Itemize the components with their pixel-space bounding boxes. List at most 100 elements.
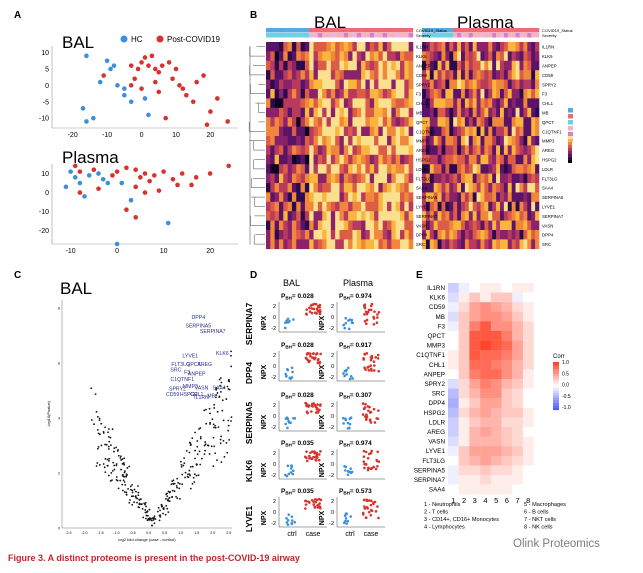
volcano-point	[111, 479, 113, 481]
volcano-protein-label: CHL1	[190, 392, 203, 398]
severity-track-cell	[369, 33, 375, 38]
corr-row-label: C1QTNF1	[416, 352, 445, 359]
post-covid-point	[215, 96, 220, 101]
ctrl-point	[344, 519, 347, 523]
heatmap-legend-swatches	[568, 108, 573, 163]
heatmap-cell	[335, 239, 340, 250]
heatmap-cell	[348, 154, 353, 165]
heatmap-cell	[300, 136, 306, 146]
post-covid-point	[189, 182, 194, 188]
heatmap-cell	[291, 230, 297, 240]
heatmap-cell	[322, 98, 327, 109]
heatmap-cell	[283, 126, 288, 137]
p-subscript: BH	[285, 395, 292, 400]
heatmap-cell	[500, 70, 505, 80]
status-track-cell	[330, 28, 336, 33]
heatmap-cell	[523, 145, 528, 156]
heatmap-cell	[492, 107, 497, 118]
corr-cell	[490, 321, 502, 332]
severity-track-cell	[391, 33, 396, 38]
heatmap-cell	[437, 126, 442, 137]
volcano-point	[209, 423, 211, 425]
heatmap-cell	[408, 239, 414, 250]
case-point	[318, 404, 322, 407]
heatmap-cell	[330, 173, 336, 184]
corr-col-label: 4	[483, 496, 487, 505]
bal-row-label: DPP4	[416, 233, 428, 238]
heatmap-cell	[422, 60, 427, 71]
heatmap-cell	[437, 154, 442, 165]
heatmap-cell	[391, 126, 397, 137]
heatmap-cell	[433, 51, 438, 62]
heatmap-cell	[348, 89, 353, 99]
heatmap-cell	[492, 42, 497, 52]
heatmap-cell	[515, 51, 520, 62]
corr-legend-step	[553, 402, 559, 406]
volcano-point	[191, 437, 194, 440]
case-point	[312, 500, 315, 503]
heatmap-cell	[339, 79, 345, 90]
heatmap-cell	[296, 201, 301, 212]
status-track-cell	[503, 28, 508, 33]
heatmap-cell	[445, 126, 450, 137]
heatmap-cell	[330, 154, 336, 165]
heatmap-cell	[515, 42, 520, 52]
volcano-y-tick: 4	[58, 417, 60, 421]
case-point	[305, 499, 308, 503]
heatmap-cell	[356, 239, 362, 250]
heatmap-cell	[369, 60, 375, 71]
corr-cell	[522, 417, 534, 428]
case-point	[369, 513, 373, 517]
corr-cell	[458, 455, 470, 466]
heatmap-cell	[382, 173, 388, 184]
heatmap-cell	[326, 117, 332, 127]
ctrl-point	[290, 464, 294, 468]
heatmap-cell	[433, 98, 438, 109]
status-track-cell	[313, 28, 319, 33]
volcano-point	[216, 392, 219, 394]
bal-row-label: KLK6	[416, 54, 427, 59]
heatmap-cell	[378, 145, 384, 156]
heatmap-cell	[484, 201, 489, 212]
volcano-point	[97, 432, 100, 435]
protein-row-label: LYVE1	[244, 506, 254, 532]
heatmap-cell	[484, 79, 489, 90]
volcano-point	[209, 412, 211, 415]
volcano-protein-label: KLK6	[216, 351, 229, 357]
heatmap-cell	[283, 70, 288, 80]
heatmap-cell	[356, 51, 362, 62]
volcano-point	[143, 502, 146, 505]
corr-legend-tick: -0.5	[562, 394, 571, 400]
heatmap-cell	[304, 126, 310, 137]
heatmap-cell	[274, 51, 280, 62]
legend-hc-label: HC	[131, 35, 143, 44]
heatmap-cell	[429, 220, 434, 231]
heatmap-cell	[476, 107, 481, 118]
severity-track-cell	[330, 33, 336, 38]
volcano-protein-label: SAA4	[213, 385, 226, 391]
volcano-point	[230, 420, 232, 422]
heatmap-cell	[461, 60, 466, 71]
heatmap-cell	[492, 126, 497, 137]
heatmap-cell	[408, 98, 414, 109]
heatmap-cell	[523, 164, 528, 174]
heatmap-cell	[445, 239, 450, 250]
volcano-point	[123, 457, 126, 460]
volcano-point	[176, 477, 179, 480]
post-covid-point	[91, 167, 97, 173]
severity-track-cell	[374, 33, 379, 38]
heatmap-cell	[429, 145, 434, 156]
heatmap-cell	[445, 89, 450, 99]
corr-legend-step	[553, 376, 559, 379]
heatmap-cell	[523, 60, 528, 71]
heatmap-cell	[365, 89, 371, 99]
heatmap-cell	[523, 211, 528, 221]
heatmap-cell	[468, 211, 473, 221]
heatmap-cell	[283, 183, 288, 193]
volcano-point	[189, 465, 192, 468]
corr-cell	[512, 455, 524, 466]
bal-row-label: MB	[416, 111, 423, 116]
volcano-point	[198, 450, 201, 453]
